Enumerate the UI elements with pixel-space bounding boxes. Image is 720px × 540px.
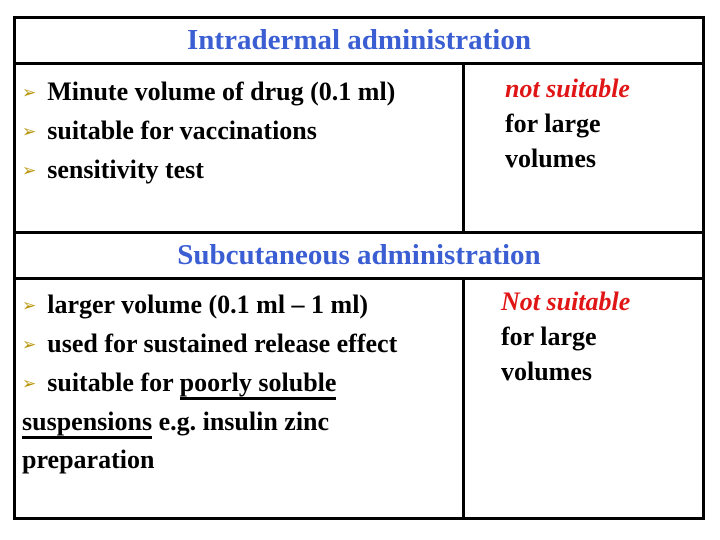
list-item-text: Minute volume of drug (0.1 ml) — [47, 77, 396, 106]
list-item: ➢ larger volume (0.1 ml – 1 ml) — [22, 286, 460, 325]
list-item: ➢ sensitivity test — [22, 151, 460, 190]
arrow-bullet-icon: ➢ — [22, 296, 37, 316]
list-item-text-pre: suitable for — [47, 368, 180, 397]
note-emphasis: not suitable — [505, 74, 630, 103]
list-item: ➢ Minute volume of drug (0.1 ml) — [22, 73, 460, 112]
list-item-text: suitable for vaccinations — [47, 116, 317, 145]
intradermal-points-cell: ➢ Minute volume of drug (0.1 ml) ➢ suitabl… — [16, 65, 462, 231]
note-line: volumes — [505, 144, 596, 173]
arrow-bullet-icon: ➢ — [22, 83, 37, 103]
list-item-text: larger volume (0.1 ml – 1 ml) — [47, 290, 369, 319]
note-emphasis: Not suitable — [501, 287, 631, 316]
subcutaneous-note-cell: Not suitable for large volumes — [462, 280, 702, 517]
list-item-text: sensitivity test — [47, 155, 204, 184]
subcutaneous-header-row: Subcutaneous administration — [16, 234, 702, 280]
arrow-bullet-icon: ➢ — [22, 335, 37, 355]
list-item-text: used for sustained release effect — [47, 329, 398, 358]
note-line: for large — [505, 109, 601, 138]
administration-comparison-table: Intradermal administration ➢ Minute volum… — [13, 16, 705, 520]
intradermal-header-row: Intradermal administration — [16, 19, 702, 65]
list-item: ➢ suitable for poorly soluble suspensions… — [22, 364, 460, 479]
subcutaneous-title: Subcutaneous administration — [177, 239, 541, 271]
list-item: ➢ suitable for vaccinations — [22, 112, 460, 151]
list-item-text-post: e.g. insulin zinc preparation — [22, 407, 330, 474]
intradermal-body-row: ➢ Minute volume of drug (0.1 ml) ➢ suitabl… — [16, 65, 702, 234]
subcutaneous-body-row: ➢ larger volume (0.1 ml – 1 ml) ➢ used for… — [16, 280, 702, 517]
note-line: for large — [501, 322, 597, 351]
arrow-bullet-icon: ➢ — [22, 161, 37, 181]
list-item: ➢ used for sustained release effect — [22, 325, 460, 364]
subcutaneous-points-cell: ➢ larger volume (0.1 ml – 1 ml) ➢ used for… — [16, 280, 462, 517]
intradermal-note-cell: not suitable for large volumes — [462, 65, 702, 231]
intradermal-title: Intradermal administration — [187, 24, 531, 56]
list-item-text-underlined: poorly soluble suspensions — [22, 368, 337, 439]
note-line: volumes — [501, 357, 592, 386]
arrow-bullet-icon: ➢ — [22, 374, 37, 394]
arrow-bullet-icon: ➢ — [22, 122, 37, 142]
